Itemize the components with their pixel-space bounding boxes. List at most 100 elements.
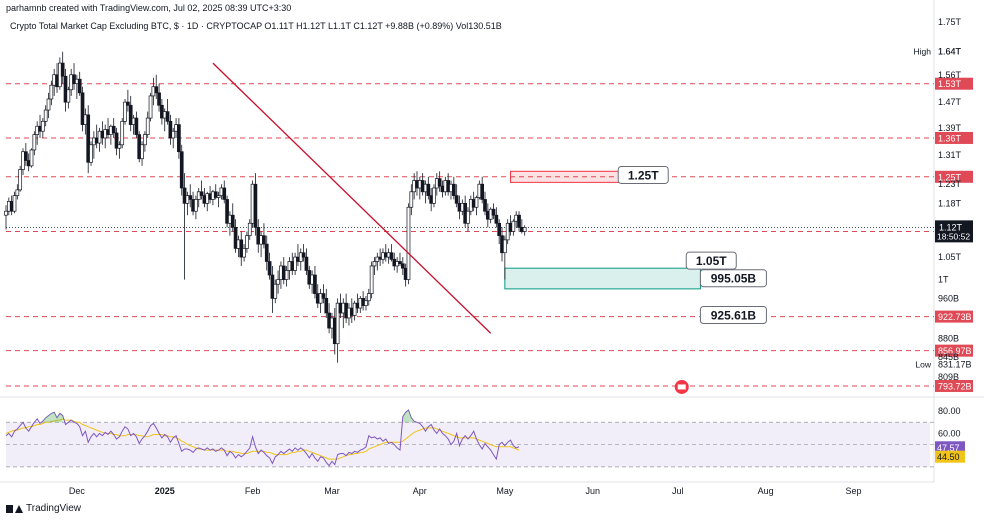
candle-body: [143, 134, 147, 146]
time-tick-label: Sep: [845, 486, 861, 496]
rsi-line: [5, 409, 520, 467]
zones: [504, 170, 701, 290]
candles: [4, 51, 527, 363]
candle-body: [517, 214, 521, 228]
candle-body: [40, 120, 45, 132]
candle-body: [321, 293, 326, 299]
candle-body: [80, 92, 85, 125]
candle-body: [120, 120, 125, 146]
candle-body: [264, 243, 269, 262]
callout-box[interactable]: [617, 165, 669, 184]
level-tag: [935, 170, 973, 183]
callout-label: 925.61B: [711, 308, 757, 322]
candle-body: [66, 89, 71, 103]
hilo-value: 831.17B: [938, 360, 972, 370]
candle-body: [46, 98, 51, 111]
hilo-label: High: [914, 47, 932, 57]
tradingview-logo-icon: [6, 504, 23, 514]
candle-body: [60, 62, 65, 77]
callout-box[interactable]: [699, 305, 767, 324]
time-tick-label: Aug: [758, 486, 774, 496]
countdown-label: 18:50:52: [937, 231, 970, 241]
candle-body: [171, 130, 176, 139]
candle-body: [4, 210, 8, 216]
candle-body: [522, 227, 527, 232]
brand-label: TradingView: [26, 503, 82, 514]
current-price-tag: [935, 220, 973, 243]
supply-zone[interactable]: [510, 170, 633, 183]
candle-body: [366, 293, 371, 302]
callout-label: 995.05B: [711, 272, 757, 286]
candle-body: [140, 144, 144, 160]
time-tick-label: Dec: [69, 486, 86, 496]
callouts: 1.25T 1.05T 995.05B 925.61B: [617, 165, 767, 324]
candle-body: [369, 265, 374, 294]
candle-body: [491, 208, 496, 216]
candle-body: [324, 298, 329, 314]
candle-body: [32, 134, 37, 151]
time-tick-label: Mar: [324, 486, 340, 496]
current-price-label: 1.12T: [939, 222, 963, 232]
price-tick-label: 1.05T: [938, 252, 962, 262]
creator-line: parhamnb created with TradingView.com, J…: [6, 3, 292, 13]
price-tick-label: 1.31T: [938, 150, 962, 160]
price-tick-label: 1.64T: [938, 47, 962, 57]
event-flag-inner: [677, 384, 686, 390]
level-tag: [935, 310, 973, 323]
high-low-labels: High 1.64T Low 831.17B: [914, 47, 972, 370]
callout-label: 1.05T: [696, 254, 727, 268]
rsi-ma-tag: [935, 450, 965, 463]
tradingview-logo[interactable]: TradingView: [6, 503, 81, 514]
rsi-ma-label: 44.50: [937, 452, 960, 462]
trendline[interactable]: [212, 62, 492, 334]
candle-body: [253, 183, 258, 228]
candle-body: [194, 199, 198, 212]
candle-body: [247, 222, 252, 237]
candle-body: [43, 109, 48, 122]
candle-body: [114, 132, 119, 149]
candle-body: [134, 117, 139, 135]
callout-label: 1.25T: [628, 168, 659, 182]
candle-body: [301, 252, 306, 258]
hilo-value: 1.64T: [938, 47, 962, 57]
event-flag-icon[interactable]: [674, 379, 689, 394]
time-axis: Dec 2025 Feb Mar Apr May Jun Jul Aug Sep: [0, 481, 934, 496]
candle-body: [29, 149, 34, 167]
candle-body: [262, 235, 266, 245]
price-tick-label: 960B: [938, 293, 959, 303]
level-tag-label: 922.73B: [938, 312, 972, 322]
candle-body: [494, 214, 499, 224]
price-tick-label: 845B: [938, 352, 959, 362]
level-tag-label: 793.72B: [938, 381, 972, 391]
candle-body: [15, 189, 20, 196]
candle-body: [12, 195, 17, 212]
candle-body: [86, 114, 91, 163]
candle-body: [409, 191, 414, 208]
candle-body: [213, 191, 218, 198]
callout-box[interactable]: [699, 269, 767, 288]
candle-body: [233, 227, 238, 249]
callout-box[interactable]: [685, 251, 737, 270]
price-axis: 1.75T 1.64T 1.56T 1.47T 1.39T 1.31T 1.23T 1.18T…: [935, 17, 973, 382]
candle-body: [313, 274, 317, 294]
candle-body: [372, 261, 377, 267]
rsi-tick-label: 60.00: [938, 428, 961, 438]
time-tick-label: Jun: [585, 486, 600, 496]
candle-body: [225, 199, 229, 224]
price-tick-label: 1.56T: [938, 70, 962, 80]
candle-body: [199, 191, 204, 196]
candle-body: [400, 263, 405, 269]
candle-body: [276, 279, 280, 285]
candle-body: [63, 75, 68, 103]
price-tick-label: 1.39T: [938, 123, 962, 133]
candle-body: [49, 84, 54, 100]
candle-body: [480, 183, 485, 200]
level-tag-label: 1.36T: [938, 133, 962, 143]
candle-body: [77, 78, 82, 94]
price-tick-label: 1.18T: [938, 198, 962, 208]
level-tag-label: 1.53T: [938, 79, 962, 89]
candle-body: [145, 117, 150, 135]
demand-zone[interactable]: [504, 267, 701, 290]
rsi-tick-label: 80.00: [938, 406, 961, 416]
